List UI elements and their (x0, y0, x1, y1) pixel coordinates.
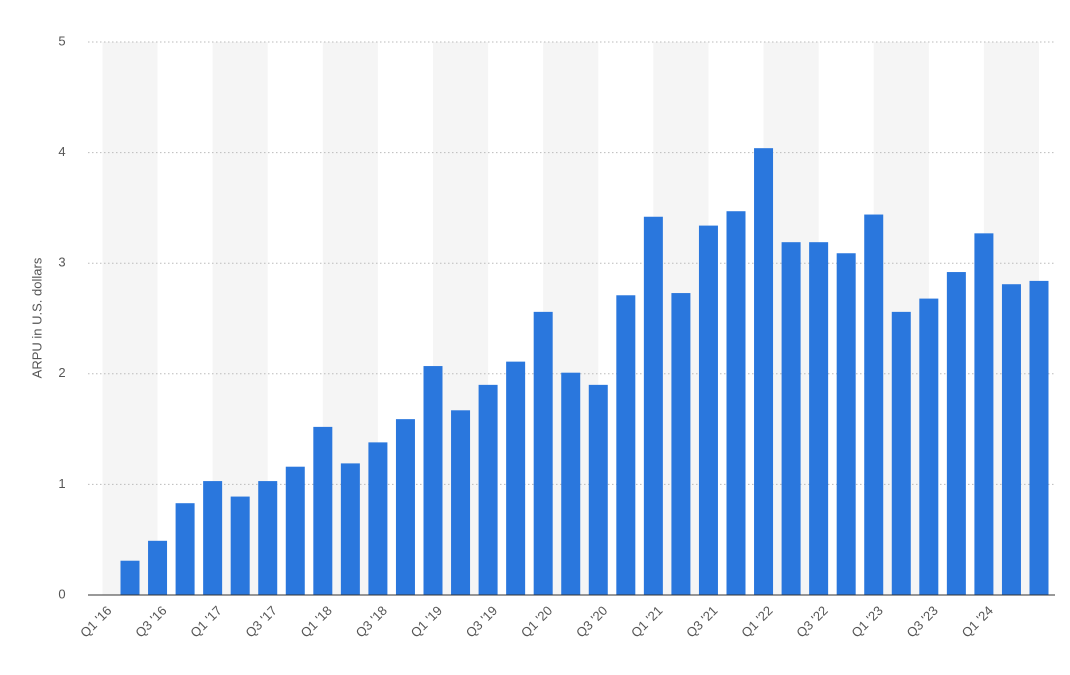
bar (891, 311, 911, 595)
x-tick-label: Q1 '19 (408, 603, 445, 640)
bar (864, 214, 884, 595)
x-tick-label: Q3 '17 (242, 603, 279, 640)
y-tick-label: 0 (58, 586, 65, 601)
bar (506, 361, 526, 595)
bar (175, 503, 195, 595)
y-tick-label: 4 (58, 144, 65, 159)
y-tick-label: 3 (58, 255, 65, 270)
x-tick-label: Q3 '18 (353, 603, 390, 640)
bar (671, 293, 691, 595)
x-tick-label: Q3 '19 (463, 603, 500, 640)
bar (616, 295, 636, 595)
x-tick-label: Q3 '16 (132, 603, 169, 640)
bar (781, 242, 801, 595)
bar (478, 384, 498, 595)
bar (974, 233, 994, 595)
bar (698, 225, 718, 595)
x-tick-label: Q3 '23 (904, 603, 941, 640)
bar (946, 272, 966, 595)
bar (451, 410, 471, 595)
y-tick-label: 2 (58, 365, 65, 380)
bar (643, 216, 663, 596)
bar (1001, 284, 1021, 595)
y-tick-label: 5 (58, 33, 65, 48)
bar (423, 366, 443, 595)
bar (1029, 280, 1049, 595)
x-tick-label: Q3 '22 (793, 603, 830, 640)
bar (561, 372, 581, 595)
bar (258, 481, 278, 595)
bar (285, 466, 305, 595)
bar (726, 211, 746, 595)
x-tick-label: Q1 '20 (518, 603, 555, 640)
x-tick-label: Q1 '16 (77, 603, 114, 640)
bar (230, 496, 250, 595)
bar (809, 242, 829, 595)
x-tick-label: Q3 '20 (573, 603, 610, 640)
y-tick-label: 1 (58, 476, 65, 491)
bar (120, 560, 140, 595)
x-tick-label: Q1 '23 (848, 603, 885, 640)
bar (395, 419, 415, 595)
background-stripe (102, 42, 158, 595)
bar (533, 311, 553, 595)
x-tick-label: Q1 '17 (187, 603, 224, 640)
bar (754, 148, 774, 595)
bar (836, 253, 856, 595)
x-tick-label: Q1 '21 (628, 603, 665, 640)
x-tick-label: Q1 '18 (298, 603, 335, 640)
bar (148, 540, 168, 595)
bar (368, 442, 388, 595)
x-tick-label: Q1 '22 (738, 603, 775, 640)
bar (588, 384, 608, 595)
bar (203, 481, 223, 595)
y-axis-label: ARPU in U.S. dollars (29, 257, 44, 378)
x-tick-label: Q3 '21 (683, 603, 720, 640)
x-tick-label: Q1 '24 (959, 603, 996, 640)
bar (313, 426, 333, 595)
bar (340, 463, 360, 595)
bar (919, 298, 939, 595)
